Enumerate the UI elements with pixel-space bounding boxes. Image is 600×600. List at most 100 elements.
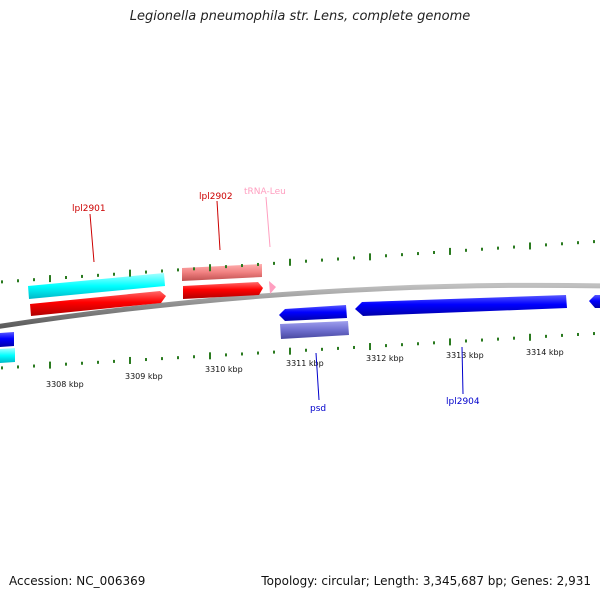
minor-tick: [17, 279, 19, 283]
leader-line-lpl2902: [216, 200, 221, 251]
major-tick: [449, 338, 451, 346]
scale-label: 3310 kbp: [205, 365, 243, 374]
major-tick: [209, 264, 211, 272]
minor-tick: [1, 280, 3, 284]
major-tick: [449, 247, 451, 255]
major-tick: [209, 352, 211, 360]
minor-tick: [81, 274, 83, 278]
minor-tick: [273, 261, 275, 265]
trna-leu-arrow: [269, 281, 276, 294]
topology-text: Topology: circular; Length: 3,345,687 bp…: [261, 574, 591, 588]
major-tick: [369, 253, 371, 261]
minor-tick: [481, 247, 483, 251]
minor-tick: [113, 272, 115, 276]
leader-line-lpl2904: [461, 346, 464, 395]
minor-tick: [593, 332, 595, 336]
minor-tick: [161, 269, 163, 273]
gene-label-lpl2902: lpl2902: [199, 192, 233, 202]
minor-tick: [401, 343, 403, 347]
blast-hit-left-edge: [0, 348, 15, 363]
scale-labels: 3308 kbp 3309 kbp 3310 kbp 3311 kbp 3312…: [46, 348, 564, 389]
minor-tick: [17, 365, 19, 369]
minor-tick: [113, 359, 115, 363]
major-tick: [289, 347, 291, 355]
minor-tick: [433, 341, 435, 345]
major-tick: [369, 343, 371, 351]
minor-tick: [97, 360, 99, 364]
minor-tick: [337, 257, 339, 261]
accession-text: Accession: NC_006369: [9, 574, 146, 588]
blast-hit-lpl2901: [28, 273, 165, 299]
scale-label: 3314 kbp: [526, 348, 564, 357]
minor-tick: [545, 243, 547, 247]
minor-tick: [305, 259, 307, 263]
scale-label: 3312 kbp: [366, 354, 404, 363]
minor-tick: [177, 268, 179, 272]
minor-tick: [417, 252, 419, 256]
minor-tick: [513, 336, 515, 340]
scale-ticks-upper: [1, 240, 595, 284]
scale-label: 3308 kbp: [46, 380, 84, 389]
scale-label: 3309 kbp: [125, 372, 163, 381]
minor-tick: [177, 356, 179, 360]
minor-tick: [161, 357, 163, 361]
rna-arrow-lpl2902: [182, 264, 262, 281]
minor-tick: [465, 248, 467, 252]
scale-label: 3311 kbp: [286, 359, 324, 368]
minor-tick: [65, 362, 67, 366]
leader-line-psd: [315, 352, 320, 401]
minor-tick: [545, 334, 547, 338]
minor-tick: [1, 366, 3, 370]
leader-line-lpl2901: [89, 213, 95, 263]
minor-tick: [97, 273, 99, 277]
scale-ticks-lower: [1, 332, 595, 370]
minor-tick: [241, 264, 243, 268]
gene-arrow-lpl2901: [30, 291, 166, 316]
gene-arrow-lpl2902: [183, 282, 263, 299]
minor-tick: [353, 256, 355, 260]
leader-line-trna-leu: [265, 196, 271, 248]
minor-tick: [385, 254, 387, 258]
minor-tick: [193, 267, 195, 271]
minor-tick: [577, 332, 579, 336]
minor-tick: [433, 250, 435, 254]
minor-tick: [481, 338, 483, 342]
gene-label-psd: psd: [310, 404, 326, 414]
minor-tick: [385, 344, 387, 348]
minor-tick: [193, 355, 195, 359]
gene-arrow-left-edge: [0, 332, 14, 347]
minor-tick: [401, 253, 403, 257]
minor-tick: [273, 350, 275, 354]
minor-tick: [465, 339, 467, 343]
minor-tick: [225, 353, 227, 357]
rna-arrow-psd: [280, 321, 349, 339]
major-tick: [129, 356, 131, 364]
scale-label: 3313 kbp: [446, 351, 484, 360]
minor-tick: [225, 265, 227, 269]
major-tick: [289, 258, 291, 266]
genome-backbone: [0, 282, 600, 329]
major-tick: [129, 269, 131, 277]
minor-tick: [65, 276, 67, 280]
minor-tick: [417, 342, 419, 346]
minor-tick: [321, 347, 323, 351]
minor-tick: [577, 241, 579, 245]
gene-label-lpl2901: lpl2901: [72, 204, 106, 214]
major-tick: [49, 361, 51, 369]
minor-tick: [497, 337, 499, 341]
minor-tick: [33, 278, 35, 282]
gene-arrow-right-edge: [589, 295, 600, 308]
minor-tick: [561, 333, 563, 337]
minor-tick: [353, 345, 355, 349]
minor-tick: [241, 352, 243, 356]
gene-label-lpl2904: lpl2904: [446, 397, 480, 407]
minor-tick: [337, 346, 339, 350]
major-tick: [49, 275, 51, 283]
gene-arrow-lpl2904: [355, 295, 567, 316]
minor-tick: [593, 240, 595, 244]
gene-arrow-psd: [279, 305, 347, 321]
minor-tick: [321, 258, 323, 262]
minor-tick: [257, 351, 259, 355]
minor-tick: [145, 358, 147, 362]
